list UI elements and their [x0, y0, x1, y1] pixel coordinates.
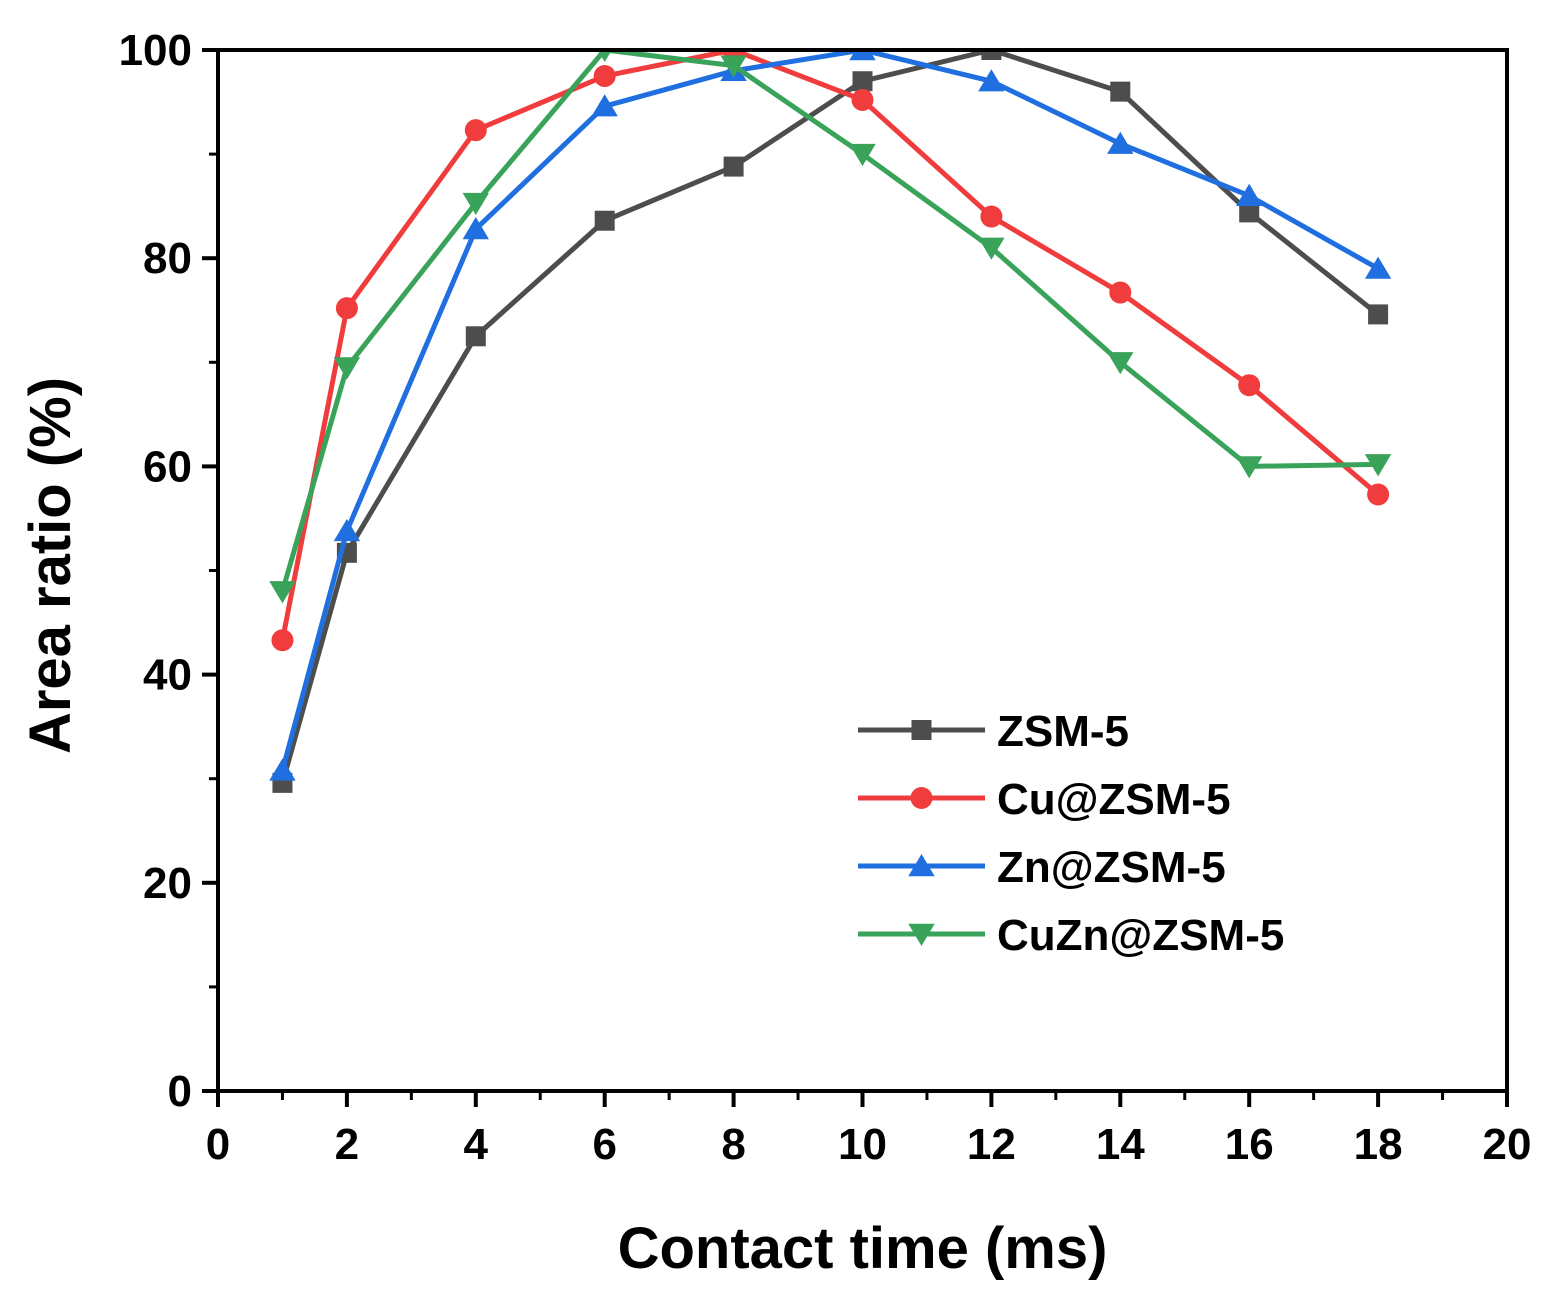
y-tick-label: 80 [143, 234, 192, 283]
data-point [720, 55, 747, 78]
series-line [280, 48, 1380, 784]
data-point [1239, 202, 1260, 223]
x-tick-label: 20 [1483, 1120, 1532, 1169]
x-tick-label: 12 [967, 1120, 1016, 1169]
legend-marker [908, 854, 935, 877]
series-cuzn-zsm-5 [269, 48, 1392, 604]
data-point [978, 69, 1005, 92]
axis-ticks [202, 48, 1509, 1107]
legend-label: CuZn@ZSM-5 [997, 911, 1284, 960]
tick-labels: 0 2 4 6 8 10 12 14 16 18 20 0 20 40 60 80 100 [119, 26, 1532, 1169]
legend-label: ZSM-5 [997, 707, 1129, 756]
series-line [280, 48, 1379, 593]
legend-marker [911, 720, 932, 740]
data-point [1110, 81, 1131, 102]
legend-item: ZSM-5 [858, 707, 1129, 756]
x-tick-label: 10 [838, 1120, 887, 1169]
data-point [271, 629, 294, 652]
legend-marker [910, 787, 933, 809]
data-point [462, 217, 489, 240]
data-point [1364, 454, 1392, 477]
y-tick-label: 0 [168, 1067, 192, 1116]
plot-marks [269, 48, 1392, 793]
data-point [465, 326, 486, 347]
x-tick-label: 2 [335, 1120, 359, 1169]
series-zsm-5 [272, 48, 1389, 793]
data-point [269, 581, 296, 604]
series-line [280, 48, 1380, 772]
legend-item: Zn@ZSM-5 [858, 843, 1226, 892]
legend-item: Cu@ZSM-5 [858, 775, 1231, 824]
data-point [464, 119, 487, 142]
data-point [1368, 304, 1389, 325]
x-tick-label: 4 [464, 1120, 489, 1169]
series-cu-zsm-5 [271, 48, 1390, 652]
data-point [1238, 374, 1261, 397]
data-point [335, 297, 358, 320]
legend: ZSM-5 Cu@ZSM-5 Zn@ZSM-5 CuZn@ZSM-5 [858, 707, 1284, 960]
data-point [1107, 131, 1134, 154]
x-tick-label: 16 [1225, 1120, 1274, 1169]
data-point [849, 143, 876, 167]
x-axis-title: Contact time (ms) [618, 1216, 1108, 1281]
data-point [269, 758, 296, 781]
data-point [593, 65, 616, 88]
data-point [1109, 281, 1132, 304]
y-tick-label: 100 [119, 26, 192, 75]
data-point [1236, 183, 1263, 206]
series-zn-zsm-5 [269, 48, 1392, 781]
x-tick-label: 6 [592, 1120, 616, 1169]
legend-item: CuZn@ZSM-5 [858, 911, 1284, 960]
y-tick-label: 20 [143, 859, 192, 908]
x-tick-label: 8 [721, 1120, 745, 1169]
legend-label: Cu@ZSM-5 [997, 775, 1231, 824]
x-tick-label: 18 [1354, 1120, 1403, 1169]
data-point [851, 88, 874, 111]
data-point [591, 94, 618, 117]
data-point [852, 71, 873, 92]
y-tick-label: 60 [143, 442, 192, 491]
data-point [333, 518, 361, 542]
data-point [1236, 456, 1263, 479]
x-tick-label: 0 [206, 1120, 230, 1169]
data-point [1364, 256, 1392, 279]
data-point [594, 210, 615, 231]
data-point [978, 237, 1005, 260]
data-point [333, 357, 361, 380]
series-line [279, 48, 1380, 641]
data-point [462, 192, 489, 216]
y-axis-title: Area ratio (%) [18, 377, 83, 754]
data-point [723, 156, 744, 177]
legend-label: Zn@ZSM-5 [997, 843, 1226, 892]
data-point [980, 205, 1003, 228]
data-point [1107, 352, 1134, 375]
data-point [1367, 483, 1390, 506]
legend-marker [908, 923, 935, 946]
y-tick-label: 40 [143, 651, 192, 700]
x-tick-label: 14 [1096, 1120, 1145, 1169]
